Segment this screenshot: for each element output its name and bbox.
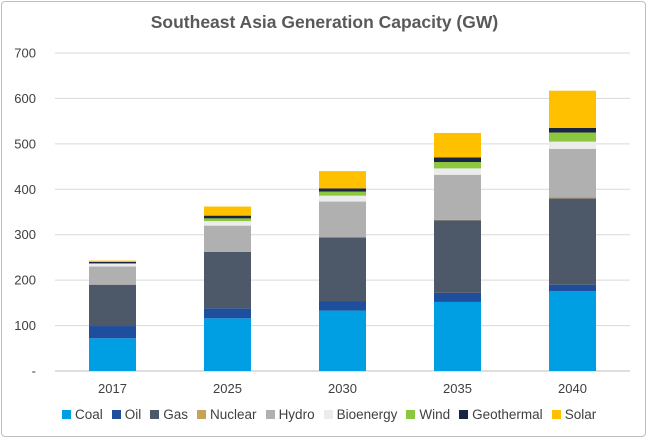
bar-segment-coal-2030 xyxy=(319,310,366,371)
legend-label: Hydro xyxy=(278,406,315,422)
y-tick-label: 500 xyxy=(14,136,36,151)
bar-segment-wind-2040 xyxy=(549,132,596,142)
bar-segment-gas-2025 xyxy=(204,251,251,309)
bar-segment-oil-2030 xyxy=(319,301,366,311)
bar-segment-coal-2017 xyxy=(89,338,136,371)
y-tick-label: 200 xyxy=(14,273,36,288)
bar-segment-gas-2030 xyxy=(319,237,366,302)
bar-segment-geothermal-2017 xyxy=(89,261,136,264)
legend-swatch xyxy=(150,409,160,419)
bar-segment-bioenergy-2017 xyxy=(89,263,136,267)
bar-segment-solar-2035 xyxy=(434,132,481,158)
legend-item-coal: Coal xyxy=(62,407,103,422)
bar-segment-coal-2035 xyxy=(434,301,481,371)
x-tick-label: 2030 xyxy=(328,381,357,396)
x-tick-label: 2035 xyxy=(443,381,472,396)
bar-segment-solar-2017 xyxy=(89,260,136,262)
bar-segment-hydro-2040 xyxy=(549,148,596,198)
bar-segment-oil-2025 xyxy=(204,308,251,319)
y-tick-label: 400 xyxy=(14,182,36,197)
y-tick-label: 300 xyxy=(14,227,36,242)
bar-segment-gas-2040 xyxy=(549,198,596,285)
legend-swatch xyxy=(406,409,416,419)
legend-label: Oil xyxy=(124,406,142,422)
legend-item-solar: Solar xyxy=(551,406,597,422)
bar-segment-geothermal-2035 xyxy=(434,157,481,163)
bar-segment-nuclear-2035 xyxy=(434,219,481,221)
legend-swatch xyxy=(551,409,561,419)
legend-item-hydro: Hydro xyxy=(265,406,315,422)
bar-segment-hydro-2030 xyxy=(319,201,366,238)
legend-item-bioenergy: Bioenergy xyxy=(323,406,398,422)
legend-swatch xyxy=(323,409,333,419)
legend-swatch xyxy=(265,409,275,419)
bar-segment-bioenergy-2040 xyxy=(549,141,596,149)
y-tick-label: - xyxy=(32,364,36,379)
legend-item-oil: Oil xyxy=(111,406,142,422)
legend-label: Solar xyxy=(564,406,597,422)
legend-item-nuclear: Nuclear xyxy=(197,407,257,422)
bar-segment-coal-2040 xyxy=(549,291,596,371)
bar-segment-solar-2040 xyxy=(549,90,596,128)
legend-label: Coal xyxy=(75,406,103,422)
legend-item-geothermal: Geothermal xyxy=(459,407,543,422)
legend-swatch xyxy=(62,409,71,419)
bar-segment-wind-2035 xyxy=(434,162,481,169)
legend-swatch xyxy=(111,409,121,419)
x-tick-label: 2017 xyxy=(98,381,127,396)
legend-swatch xyxy=(197,409,207,419)
bar-segment-bioenergy-2035 xyxy=(434,168,481,175)
y-tick-label: 700 xyxy=(14,46,36,61)
bar-segment-wind-2030 xyxy=(319,191,366,196)
bar-segment-hydro-2025 xyxy=(204,225,251,252)
bar-segment-geothermal-2040 xyxy=(549,127,596,133)
legend-label: Bioenergy xyxy=(336,406,398,422)
bar-segment-hydro-2017 xyxy=(89,266,136,285)
bar-segment-nuclear-2040 xyxy=(549,197,596,199)
bar-segment-bioenergy-2030 xyxy=(319,195,366,202)
bar-segment-gas-2035 xyxy=(434,220,481,293)
legend-label: Nuclear xyxy=(210,406,257,422)
legend-item-gas: Gas xyxy=(150,407,188,422)
bar-segment-oil-2017 xyxy=(89,326,136,339)
x-tick-label: 2025 xyxy=(213,381,242,396)
bar-segment-oil-2035 xyxy=(434,292,481,302)
y-tick-label: 100 xyxy=(14,318,36,333)
bar-segment-hydro-2035 xyxy=(434,174,481,220)
bar-segment-geothermal-2025 xyxy=(204,215,251,219)
legend-item-wind: Wind xyxy=(406,407,450,422)
y-tick-label: 600 xyxy=(14,91,36,106)
bar-segment-gas-2017 xyxy=(89,284,136,327)
legend-label: Wind xyxy=(419,406,451,422)
legend-label: Geothermal xyxy=(472,406,543,422)
bar-segment-solar-2030 xyxy=(319,171,366,189)
bar-segment-bioenergy-2025 xyxy=(204,221,251,226)
bar-segment-solar-2025 xyxy=(204,206,251,216)
bar-segment-geothermal-2030 xyxy=(319,188,366,192)
legend-swatch xyxy=(459,409,469,419)
chart-legend: Coal Oil Gas Nuclear Hydro Bioenergy Wind Geoth… xyxy=(62,405,605,423)
bar-segment-coal-2025 xyxy=(204,318,251,371)
bar-segment-oil-2040 xyxy=(549,284,596,292)
chart-title: Southeast Asia Generation Capacity (GW) xyxy=(150,12,499,32)
legend-label: Gas xyxy=(163,406,189,422)
x-tick-label: 2040 xyxy=(558,381,587,396)
bar-segment-wind-2025 xyxy=(204,218,251,222)
